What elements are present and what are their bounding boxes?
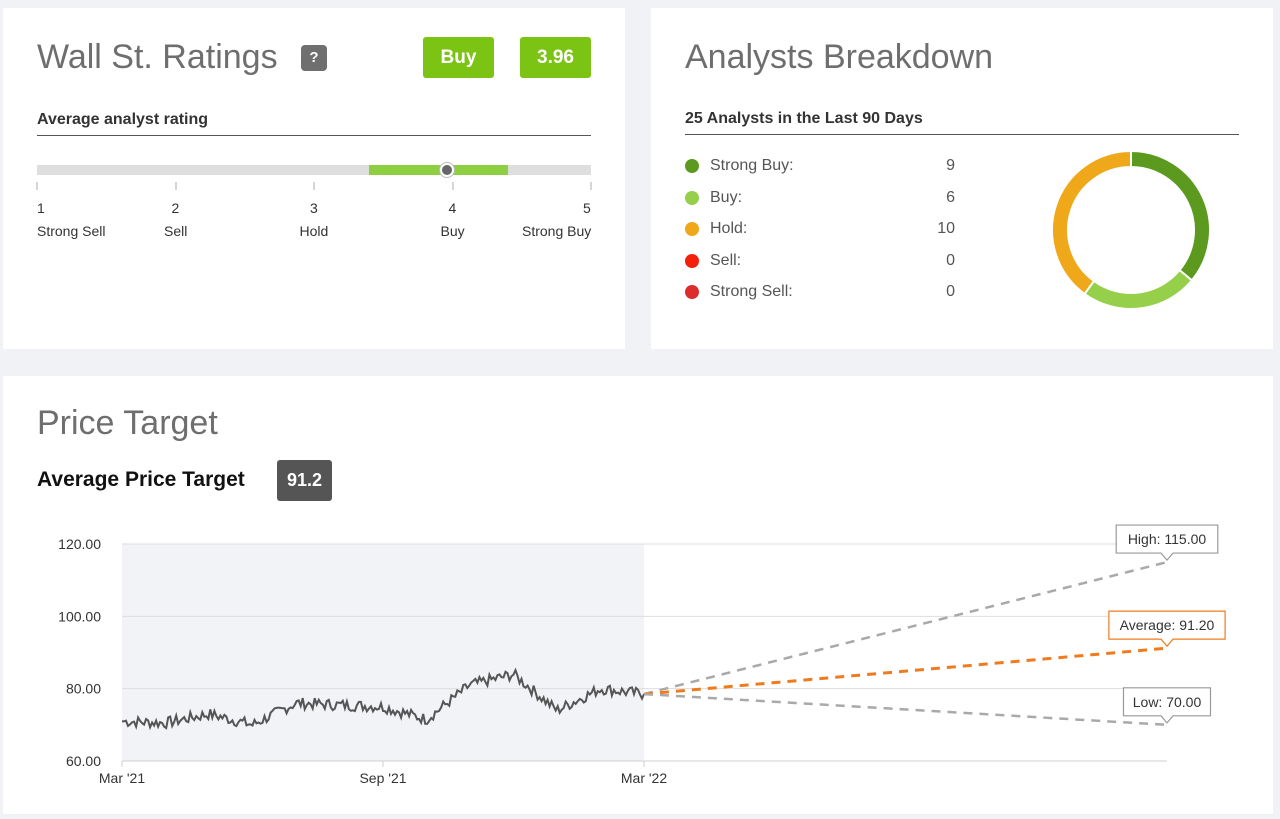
- legend-row: Sell: 0: [685, 251, 955, 271]
- analysts-breakdown-card: Analysts Breakdown 25 Analysts in the La…: [651, 8, 1273, 349]
- wall-st-ratings-card: Wall St. Ratings ? Buy 3.96 Average anal…: [3, 8, 625, 349]
- donut-slice: [1130, 149, 1211, 282]
- target-label: High: 115.00: [1128, 531, 1207, 547]
- y-tick-label: 60.00: [66, 753, 101, 769]
- breakdown-donut-chart: [1051, 149, 1211, 310]
- legend-dot: [685, 222, 699, 236]
- average-rating-label: Average analyst rating: [37, 111, 209, 128]
- scale-number: 4: [448, 200, 457, 216]
- y-tick-label: 80.00: [66, 681, 101, 697]
- legend-row: Strong Buy: 9: [685, 156, 955, 176]
- x-tick-label: Mar '22: [621, 770, 667, 786]
- scale-number: 3: [310, 200, 318, 216]
- target-label: Average: 91.20: [1120, 617, 1215, 633]
- scale-tick: [313, 182, 315, 190]
- target-line: [643, 646, 1168, 696]
- legend-count: 9: [946, 157, 955, 174]
- target-label: Low: 70.00: [1133, 694, 1202, 710]
- legend-label: Strong Buy:: [710, 157, 794, 174]
- section-divider: [37, 135, 591, 136]
- analysts-count-label: 25 Analysts in the Last 90 Days: [685, 110, 923, 127]
- callout-box: [1122, 687, 1212, 724]
- scale-tick: [36, 182, 38, 190]
- scale-number: 5: [583, 200, 591, 216]
- section-divider: [685, 134, 1239, 135]
- legend-count: 6: [946, 188, 955, 206]
- donut-slice: [1083, 268, 1194, 310]
- target-line: [643, 560, 1168, 696]
- price-history-line: [121, 667, 645, 731]
- x-tick-label: Mar '21: [99, 770, 145, 786]
- rating-range: [369, 165, 508, 175]
- legend-row: Strong Sell: 0: [685, 282, 955, 302]
- rating-label-badge: Buy: [423, 37, 494, 78]
- legend-dot: [685, 253, 699, 268]
- scale-tick: [451, 182, 454, 190]
- scale-number: 2: [171, 200, 180, 216]
- scale-word: Strong Buy: [522, 223, 592, 239]
- history-area: [122, 544, 644, 761]
- legend-row: Buy: 6: [685, 188, 955, 208]
- rating-score-badge: 3.96: [520, 37, 591, 78]
- scale-tick: [590, 182, 592, 190]
- legend-label: Strong Sell:: [710, 283, 793, 300]
- rating-bar: [37, 163, 591, 177]
- scale-word: Buy: [440, 223, 465, 239]
- legend-count: 0: [946, 283, 955, 300]
- legend-label: Buy:: [710, 188, 743, 206]
- legend-count: 0: [946, 251, 955, 269]
- average-price-target-badge: 91.2: [277, 460, 332, 501]
- legend-row: Hold: 10: [685, 219, 955, 239]
- scale-tick: [174, 182, 177, 190]
- legend-dot: [685, 285, 699, 299]
- callout-box: [1115, 524, 1219, 562]
- legend-count: 10: [937, 220, 955, 237]
- target-line: [643, 692, 1168, 727]
- scale-word: Sell: [164, 223, 188, 239]
- breakdown-title: Analysts Breakdown: [685, 38, 994, 76]
- callout-box: [1108, 610, 1226, 648]
- y-tick-label: 100.00: [58, 608, 101, 624]
- legend-dot: [685, 190, 699, 205]
- legend-label: Sell:: [710, 251, 742, 269]
- legend-dot: [685, 159, 699, 173]
- scale-word: Hold: [299, 223, 329, 239]
- rating-marker: [439, 163, 454, 177]
- scale-word: Strong Sell: [37, 223, 106, 239]
- ratings-title: Wall St. Ratings: [37, 38, 278, 76]
- target-callout: High: 115.00: [1115, 524, 1219, 562]
- average-price-target-label: Average Price Target: [37, 468, 245, 491]
- scale-number: 1: [37, 200, 45, 216]
- target-callout: Low: 70.00: [1122, 687, 1212, 724]
- legend-label: Hold:: [710, 220, 748, 237]
- x-tick-label: Sep '21: [359, 770, 406, 786]
- donut-slice: [1051, 149, 1132, 296]
- target-callout: Average: 91.20: [1108, 610, 1226, 648]
- price-target-card: Price Target Average Price Target 91.2 6…: [3, 376, 1273, 814]
- help-icon[interactable]: ?: [301, 45, 327, 71]
- y-tick-label: 120.00: [58, 536, 101, 552]
- price-target-title: Price Target: [37, 404, 218, 442]
- price-target-chart: 60.00 80.00 100.00 120.00 Mar '21 Sep '21 Mar …: [58, 524, 1226, 786]
